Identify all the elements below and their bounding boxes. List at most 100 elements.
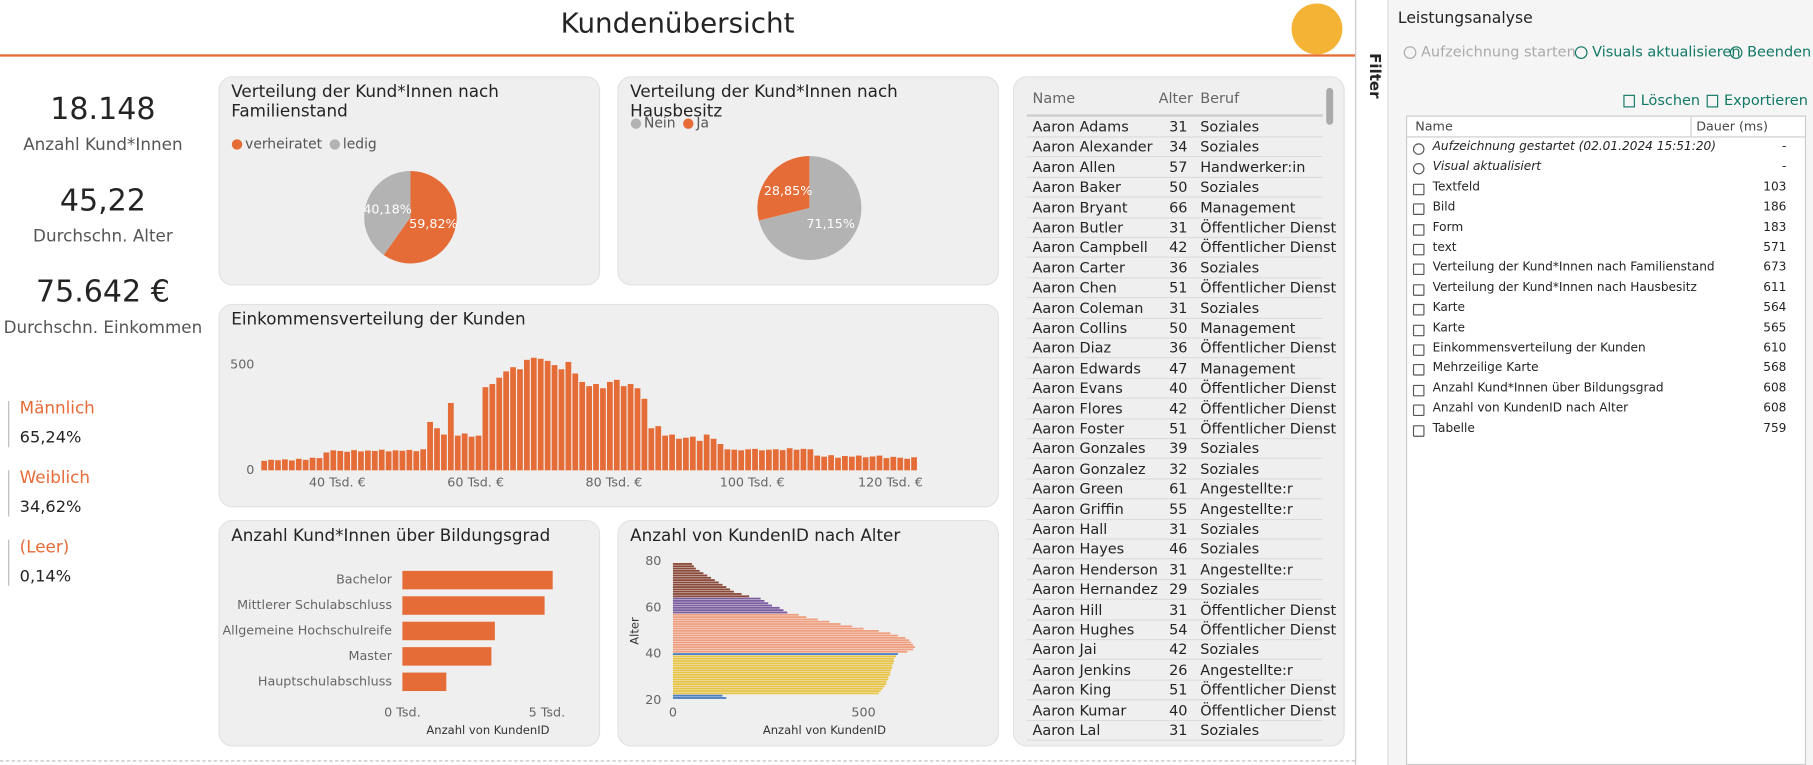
cell-age: 51: [1169, 419, 1188, 437]
row-rule: [1026, 377, 1323, 379]
row-icon[interactable]: [1412, 364, 1425, 377]
table-panel: [1012, 76, 1345, 747]
kpi-value: 75.642 €: [35, 275, 170, 310]
cell-name: Aaron Carter: [1032, 258, 1125, 276]
cell-name: Aaron Flores: [1032, 399, 1123, 417]
cell-age: 42: [1169, 640, 1188, 658]
row-rule: [1026, 558, 1323, 560]
cell-age: 29: [1169, 580, 1188, 598]
perf-col-name: Name: [1415, 119, 1453, 135]
gender-value: 65,24%: [19, 428, 82, 448]
cell-name: Aaron Green: [1032, 479, 1124, 498]
tool-button[interactable]: Exportieren: [1723, 91, 1808, 109]
cell-occupation: Öffentlicher Dienst: [1200, 278, 1337, 297]
histogram-panel: [218, 303, 999, 508]
app-icon[interactable]: [1291, 3, 1343, 55]
perf-row-name: Verteilung der Kund*Innen nach Familiens…: [1432, 260, 1715, 275]
cell-age: 31: [1169, 298, 1188, 317]
cell-age: 40: [1169, 700, 1188, 719]
row-icon[interactable]: [1412, 304, 1425, 316]
row-rule: [1026, 196, 1323, 198]
kpi-value: 18.148: [50, 92, 156, 128]
cell-occupation: Angestellte:r: [1200, 479, 1293, 498]
gender-rule: [8, 470, 10, 517]
tool-icon: [1623, 94, 1635, 108]
row-rule: [1026, 679, 1323, 681]
cell-occupation: Handwerker:in: [1200, 158, 1306, 176]
cell-age: 54: [1169, 620, 1188, 638]
performance-table: [1406, 115, 1807, 765]
cell-name: Aaron Hernandez: [1032, 580, 1158, 598]
perf-row-duration: 611: [1763, 280, 1787, 295]
perf-col-divider: [1690, 116, 1692, 137]
cell-age: 31: [1169, 117, 1188, 136]
cell-age: 32: [1169, 459, 1188, 478]
perf-row-duration: -: [1782, 159, 1787, 174]
cell-age: 31: [1169, 218, 1188, 236]
row-icon[interactable]: [1412, 324, 1425, 336]
chart-title: Verteilung der Kund*Innen nach Hausbesit…: [630, 83, 898, 122]
row-icon[interactable]: [1412, 284, 1425, 296]
gender-value: 34,62%: [19, 498, 82, 517]
perf-row-duration: 565: [1763, 320, 1787, 335]
cell-age: 39: [1169, 439, 1188, 457]
perf-row-name: Karte: [1432, 300, 1466, 315]
cell-name: Aaron Hughes: [1032, 620, 1135, 638]
perf-row-duration: 759: [1763, 421, 1787, 436]
bottom-line: [0, 760, 1356, 762]
perf-row-name: Tabelle: [1432, 421, 1475, 436]
education-panel: [218, 520, 601, 747]
cell-age: 31: [1169, 600, 1188, 618]
row-icon[interactable]: [1412, 203, 1425, 216]
top-bar: [0, 0, 1356, 57]
cell-name: Aaron Collins: [1032, 318, 1128, 337]
cell-occupation: Angestellte:r: [1200, 560, 1293, 578]
cell-name: Aaron Kumar: [1032, 700, 1127, 719]
gender-label: Männlich: [19, 399, 95, 419]
cell-occupation: Öffentlicher Dienst: [1200, 700, 1337, 719]
row-rule: [1026, 518, 1323, 520]
row-icon: [1412, 163, 1425, 175]
action-button[interactable]: Aufzeichnung starten: [1421, 42, 1576, 61]
cell-occupation: Öffentlicher Dienst: [1200, 600, 1337, 618]
cell-name: Aaron Coleman: [1032, 298, 1144, 317]
perf-row-name: Visual aktualisiert: [1432, 159, 1542, 174]
cell-name: Aaron Hall: [1032, 520, 1108, 538]
row-icon[interactable]: [1412, 183, 1425, 196]
cell-age: 26: [1169, 660, 1188, 679]
cell-occupation: Soziales: [1200, 520, 1260, 538]
cell-age: 42: [1169, 238, 1188, 256]
filter-label[interactable]: Filter: [1365, 53, 1383, 99]
perf-row-name: text: [1432, 240, 1457, 255]
row-icon[interactable]: [1412, 263, 1425, 276]
cell-age: 61: [1169, 479, 1188, 498]
tool-button[interactable]: Löschen: [1640, 91, 1701, 109]
row-icon[interactable]: [1412, 424, 1425, 437]
performance-title: Leistungsanalyse: [1397, 9, 1533, 28]
cell-name: Aaron Hayes: [1032, 540, 1125, 558]
row-icon[interactable]: [1412, 384, 1425, 397]
cell-occupation: Öffentlicher Dienst: [1200, 379, 1337, 397]
cell-name: Aaron Alexander: [1032, 137, 1153, 156]
row-icon[interactable]: [1412, 404, 1425, 417]
action-button[interactable]: Beenden: [1747, 42, 1812, 61]
scrollbar-thumb[interactable]: [1326, 87, 1334, 125]
perf-row-duration: 571: [1763, 240, 1787, 255]
cell-age: 42: [1169, 399, 1188, 417]
row-icon[interactable]: [1412, 243, 1425, 256]
perf-row-duration: 673: [1763, 260, 1787, 275]
cell-name: Aaron Adams: [1032, 117, 1129, 136]
cell-age: 50: [1169, 318, 1188, 337]
cell-name: Aaron Baker: [1032, 178, 1121, 196]
action-button[interactable]: Visuals aktualisieren: [1592, 42, 1741, 61]
cell-age: 36: [1169, 339, 1188, 357]
row-icon[interactable]: [1412, 344, 1425, 356]
cell-name: Aaron Hill: [1032, 600, 1103, 618]
perf-row-duration: 608: [1763, 381, 1787, 395]
perf-row-duration: 608: [1763, 401, 1787, 416]
cell-occupation: Soziales: [1200, 298, 1260, 317]
row-rule: [1026, 538, 1323, 540]
kpi-label: Durchschn. Alter: [33, 227, 173, 247]
row-rule: [1026, 176, 1323, 178]
row-icon[interactable]: [1412, 223, 1425, 236]
